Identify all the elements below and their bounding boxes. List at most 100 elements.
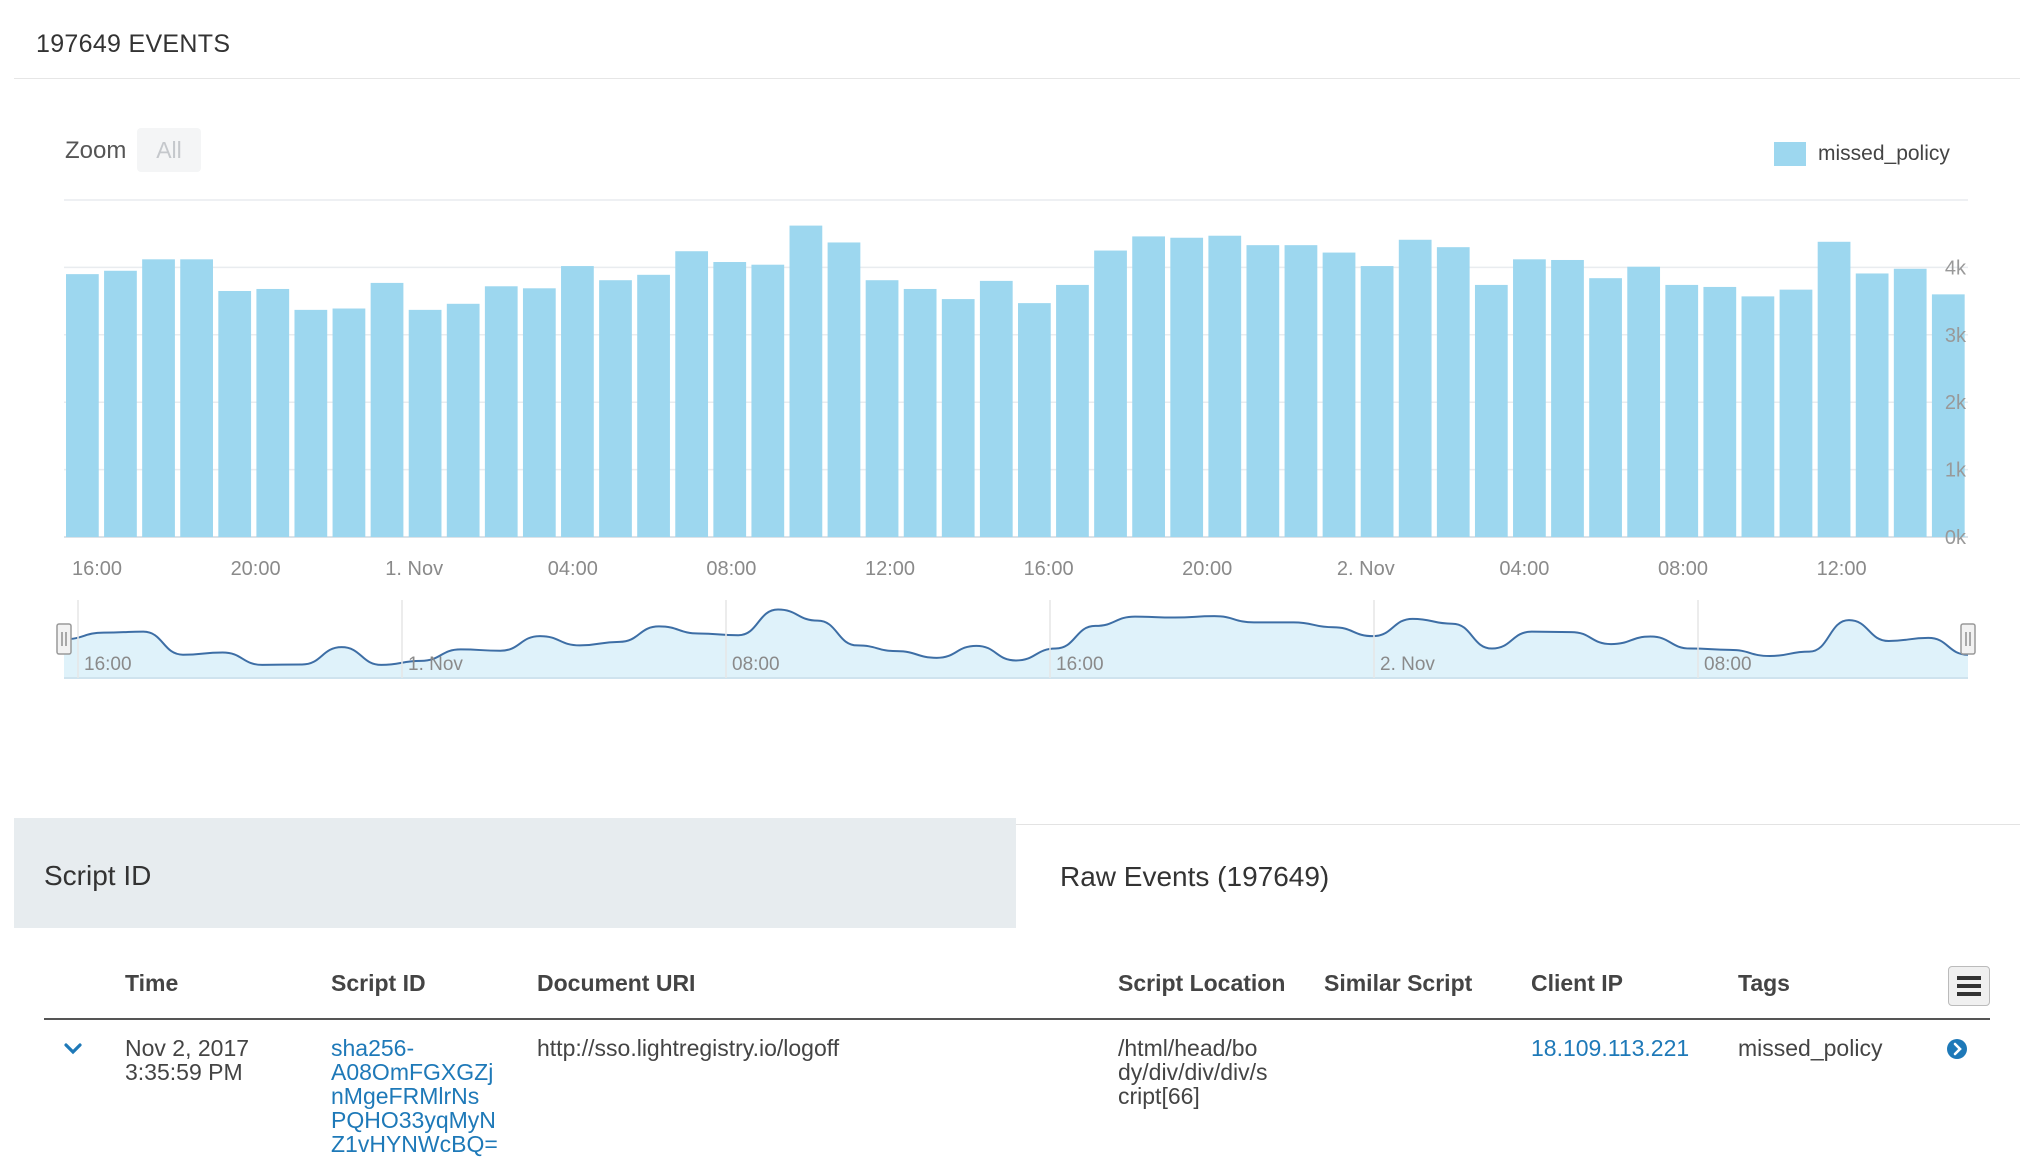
bar — [1779, 289, 1813, 537]
bar — [1703, 286, 1737, 537]
bar — [1170, 237, 1204, 537]
bar — [979, 280, 1013, 537]
cell-script-location: /html/head/bo dy/div/div/div/s cript[66] — [1118, 1036, 1268, 1108]
navigator-area — [64, 609, 1968, 678]
column-header-script-location[interactable]: Script Location — [1118, 970, 1286, 996]
events-header: 197649 EVENTS — [14, 0, 2020, 79]
bar — [1893, 268, 1927, 537]
column-menu-icon[interactable] — [1948, 966, 1990, 1006]
navigator-tick-label: 08:00 — [732, 654, 780, 675]
bar — [1855, 273, 1889, 537]
bar — [1436, 247, 1470, 537]
x-tick-label: 08:00 — [1658, 558, 1708, 580]
x-tick-label: 08:00 — [706, 558, 756, 580]
legend-swatch — [1774, 142, 1806, 166]
bar — [104, 270, 137, 537]
bar — [675, 251, 709, 537]
x-tick-label: 12:00 — [1817, 558, 1867, 580]
bar — [142, 259, 175, 537]
bar — [180, 259, 213, 537]
bar — [789, 225, 823, 537]
script-id-line: A08OmFGXGZj — [331, 1059, 494, 1085]
tab-bar: Script ID Raw Events (197649) — [14, 818, 2020, 929]
chevron-down-icon[interactable] — [64, 1040, 82, 1058]
bar — [1284, 245, 1318, 537]
script-location-line: /html/head/bo — [1118, 1035, 1258, 1061]
x-tick-label: 12:00 — [865, 558, 915, 580]
bar — [713, 262, 747, 537]
bar — [370, 282, 404, 537]
column-header-time[interactable]: Time — [125, 970, 179, 996]
navigator-tick-label: 2. Nov — [1380, 654, 1435, 675]
tab-script-id[interactable]: Script ID — [14, 818, 1016, 928]
zoom-label: Zoom — [65, 137, 127, 164]
bar — [903, 288, 937, 537]
events-count-title: 197649 EVENTS — [36, 30, 231, 58]
bar — [1513, 259, 1546, 537]
legend-item-missed-policy[interactable]: missed_policy — [1774, 142, 1950, 166]
bar — [484, 286, 518, 537]
navigator-tick-label: 08:00 — [1704, 654, 1752, 675]
script-id-line: PQHO33yqMyN — [331, 1107, 496, 1133]
bar — [1056, 284, 1089, 537]
bar — [1627, 266, 1661, 537]
x-tick-label: 1. Nov — [385, 558, 443, 580]
bar — [256, 288, 290, 537]
column-header-client-ip[interactable]: Client IP — [1531, 970, 1624, 996]
navigator-handle-right[interactable] — [1960, 623, 1976, 655]
y-tick-label: 4k — [1945, 257, 1967, 279]
cell-time: Nov 2, 2017 3:35:59 PM — [125, 1036, 249, 1084]
bar — [827, 242, 861, 537]
cell-document-uri: http://sso.lightregistry.io/logoff — [537, 1035, 840, 1061]
bar — [941, 299, 975, 537]
cell-time-date: Nov 2, 2017 — [125, 1035, 250, 1061]
script-id-line: Z1vHYNWcBQ= — [331, 1131, 498, 1157]
x-tick-label: 04:00 — [548, 558, 598, 580]
cell-time-clock: 3:35:59 PM — [125, 1059, 243, 1085]
legend-label: missed_policy — [1818, 142, 1950, 165]
bar — [1018, 303, 1051, 537]
bar — [1741, 296, 1775, 537]
script-id-line: sha256- — [331, 1035, 415, 1061]
y-tick-label: 1k — [1945, 460, 1967, 482]
script-location-line: dy/div/div/div/s — [1118, 1059, 1268, 1085]
bar — [218, 290, 252, 537]
y-tick-label: 0k — [1945, 527, 1967, 549]
column-header-script-id[interactable]: Script ID — [331, 970, 426, 996]
tab-raw-events[interactable]: Raw Events (197649) — [1016, 824, 2020, 929]
bar — [408, 309, 442, 537]
bar — [1817, 241, 1851, 537]
column-header-tags[interactable]: Tags — [1738, 970, 1790, 996]
table-row[interactable]: Nov 2, 2017 3:35:59 PM sha256- A08OmFGXG… — [44, 1020, 1990, 1162]
y-tick-label: 3k — [1945, 325, 1967, 347]
navigator-line — [63, 608, 1969, 666]
cell-tags: missed_policy — [1738, 1035, 1883, 1061]
bar — [1246, 245, 1280, 537]
bar — [1931, 294, 1965, 537]
bar — [446, 303, 480, 537]
bar — [1551, 259, 1584, 537]
cell-client-ip-link[interactable]: 18.109.113.221 — [1531, 1035, 1690, 1061]
navigator-tick-label: 16:00 — [84, 654, 132, 675]
bar — [751, 264, 785, 537]
bar — [1322, 252, 1356, 537]
bar — [1474, 284, 1508, 537]
script-id-line: nMgeFRMlrNs — [331, 1083, 480, 1109]
cell-script-id-link[interactable]: sha256- A08OmFGXGZj nMgeFRMlrNs PQHO33yq… — [331, 1036, 498, 1156]
column-header-similar-script[interactable]: Similar Script — [1324, 970, 1473, 996]
column-header-document-uri[interactable]: Document URI — [537, 970, 696, 996]
x-tick-label: 04:00 — [1499, 558, 1549, 580]
bar — [1132, 236, 1165, 537]
navigator-tick-label: 1. Nov — [408, 654, 463, 675]
bar — [1094, 250, 1127, 538]
bar — [1589, 278, 1622, 537]
tab-raw-events-label: Raw Events (197649) — [1060, 861, 1330, 892]
arrow-circle-right-icon[interactable] — [1946, 1038, 1968, 1060]
x-tick-label: 2. Nov — [1337, 558, 1395, 580]
script-location-line: cript[66] — [1118, 1083, 1200, 1109]
bar — [294, 309, 328, 537]
navigator-handle-left[interactable] — [56, 623, 72, 655]
x-tick-label: 20:00 — [231, 558, 281, 580]
bar — [522, 288, 556, 537]
zoom-all-button[interactable]: All — [137, 128, 201, 172]
